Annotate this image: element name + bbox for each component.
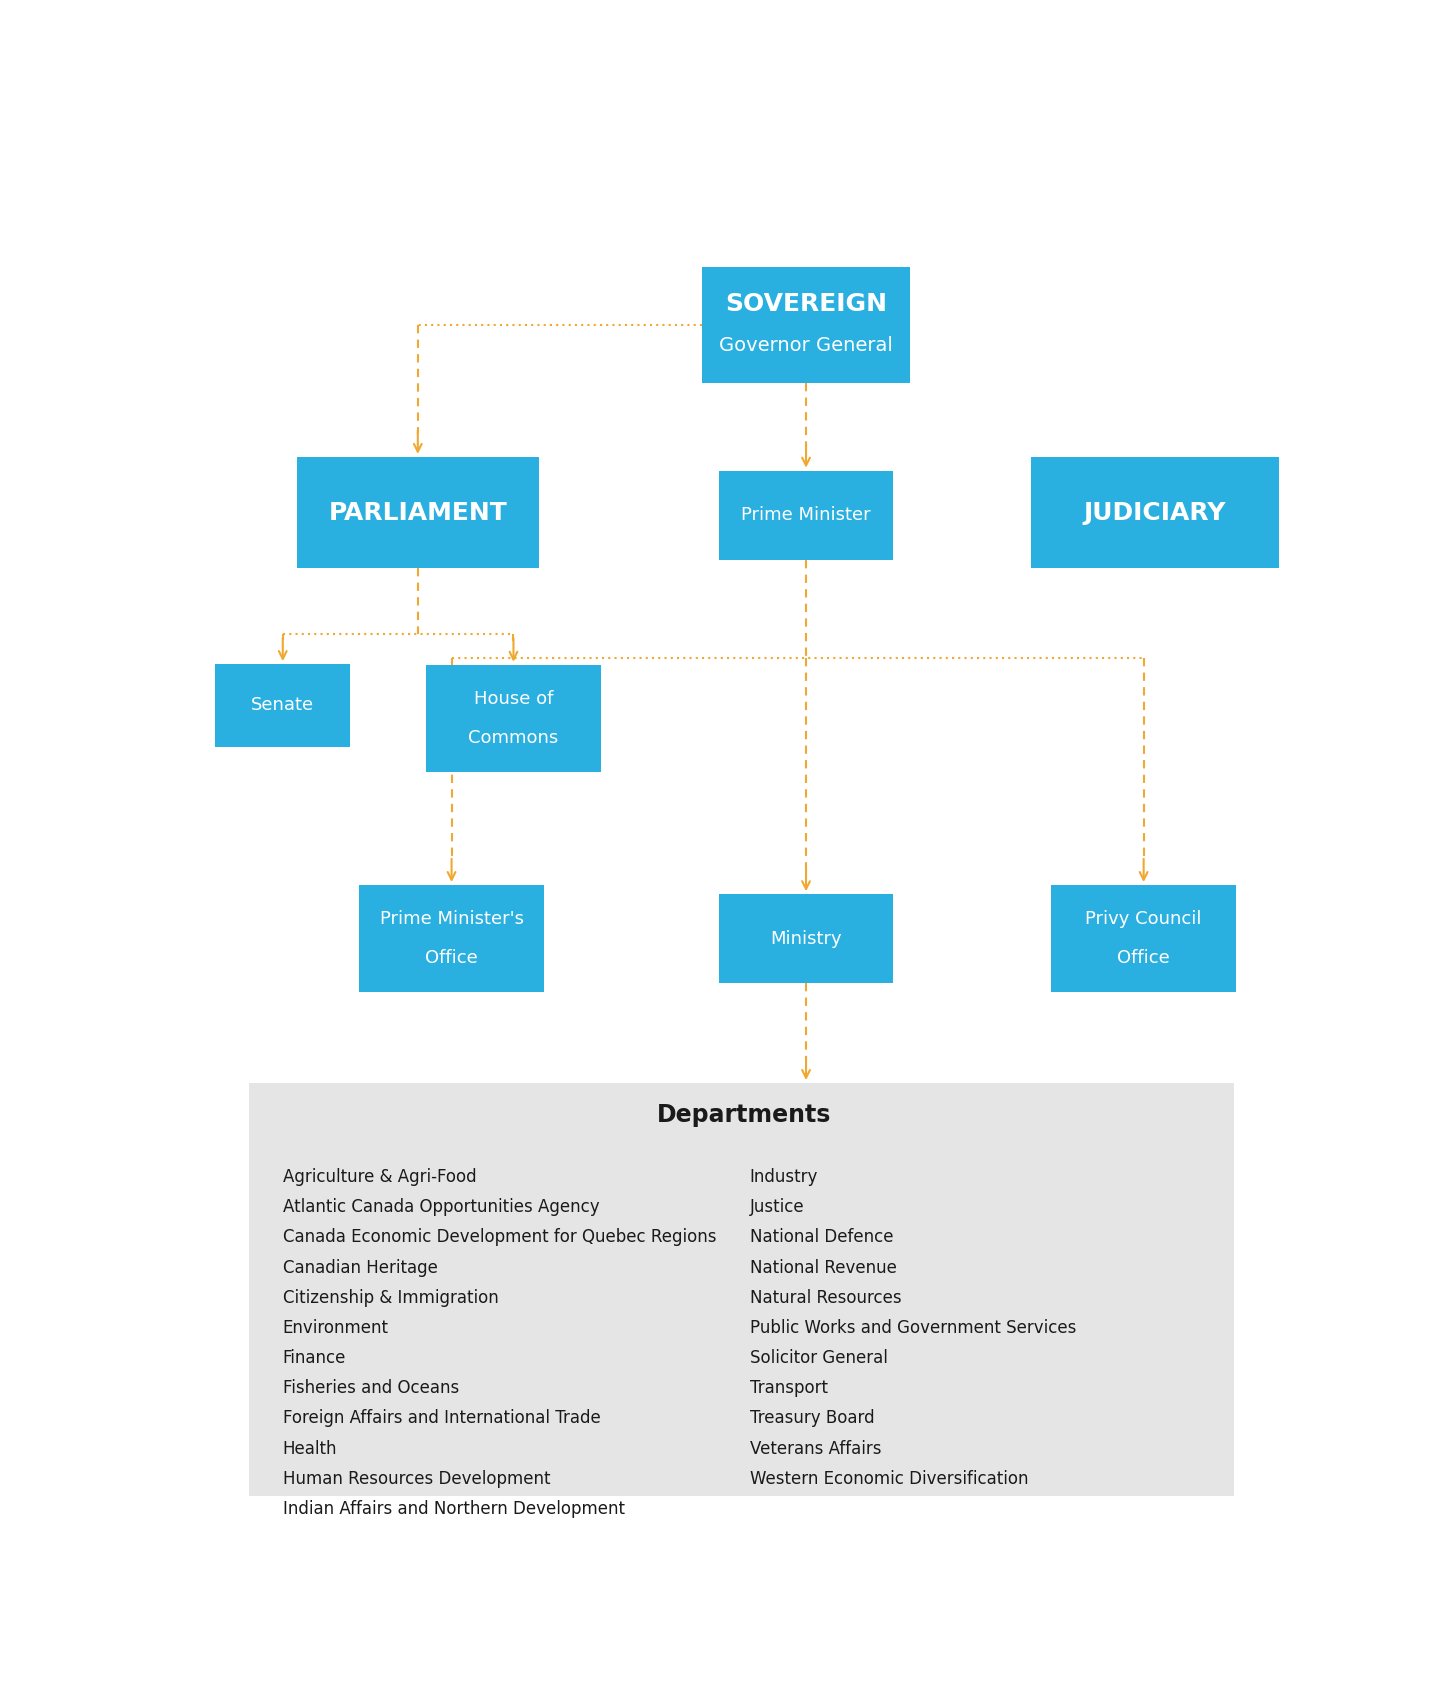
- Text: Canada Economic Development for Quebec Regions: Canada Economic Development for Quebec R…: [283, 1228, 716, 1247]
- Text: Veterans Affairs: Veterans Affairs: [749, 1439, 881, 1458]
- FancyBboxPatch shape: [1031, 456, 1279, 569]
- Text: Treasury Board: Treasury Board: [749, 1410, 874, 1427]
- Text: Senate: Senate: [251, 697, 314, 714]
- FancyBboxPatch shape: [250, 1083, 1234, 1495]
- FancyBboxPatch shape: [1051, 886, 1237, 993]
- FancyBboxPatch shape: [719, 894, 893, 983]
- Text: Industry: Industry: [749, 1168, 817, 1187]
- Text: SOVEREIGN: SOVEREIGN: [725, 293, 887, 317]
- Text: Human Resources Development: Human Resources Development: [283, 1470, 550, 1488]
- FancyBboxPatch shape: [719, 470, 893, 560]
- Text: Prime Minister's: Prime Minister's: [379, 911, 524, 928]
- FancyBboxPatch shape: [215, 664, 350, 746]
- Text: Fisheries and Oceans: Fisheries and Oceans: [283, 1379, 459, 1396]
- Text: Transport: Transport: [749, 1379, 828, 1396]
- Text: National Revenue: National Revenue: [749, 1259, 897, 1277]
- Text: Public Works and Government Services: Public Works and Government Services: [749, 1318, 1076, 1337]
- Text: Office: Office: [425, 949, 478, 967]
- Text: Environment: Environment: [283, 1318, 389, 1337]
- Text: Western Economic Diversification: Western Economic Diversification: [749, 1470, 1028, 1488]
- Text: National Defence: National Defence: [749, 1228, 893, 1247]
- Text: Finance: Finance: [283, 1349, 346, 1368]
- Text: JUDICIARY: JUDICIARY: [1083, 501, 1225, 525]
- FancyBboxPatch shape: [427, 664, 601, 771]
- Text: Privy Council: Privy Council: [1086, 911, 1202, 928]
- Text: Departments: Departments: [656, 1102, 832, 1127]
- Text: Natural Resources: Natural Resources: [749, 1289, 902, 1306]
- Text: Commons: Commons: [469, 729, 559, 746]
- FancyBboxPatch shape: [701, 267, 910, 383]
- Text: Justice: Justice: [749, 1199, 804, 1216]
- Text: Canadian Heritage: Canadian Heritage: [283, 1259, 437, 1277]
- Text: Citizenship & Immigration: Citizenship & Immigration: [283, 1289, 498, 1306]
- Text: Solicitor General: Solicitor General: [749, 1349, 887, 1368]
- Text: Prime Minister: Prime Minister: [741, 506, 871, 525]
- Text: Indian Affairs and Northern Development: Indian Affairs and Northern Development: [283, 1500, 624, 1517]
- Text: Office: Office: [1117, 949, 1170, 967]
- Text: Atlantic Canada Opportunities Agency: Atlantic Canada Opportunities Agency: [283, 1199, 600, 1216]
- Text: Ministry: Ministry: [770, 930, 842, 947]
- Text: PARLIAMENT: PARLIAMENT: [328, 501, 507, 525]
- FancyBboxPatch shape: [296, 456, 539, 569]
- Text: House of: House of: [473, 690, 553, 708]
- Text: Health: Health: [283, 1439, 337, 1458]
- Text: Foreign Affairs and International Trade: Foreign Affairs and International Trade: [283, 1410, 601, 1427]
- FancyBboxPatch shape: [359, 886, 544, 993]
- Text: Agriculture & Agri-Food: Agriculture & Agri-Food: [283, 1168, 476, 1187]
- Text: Governor General: Governor General: [719, 335, 893, 356]
